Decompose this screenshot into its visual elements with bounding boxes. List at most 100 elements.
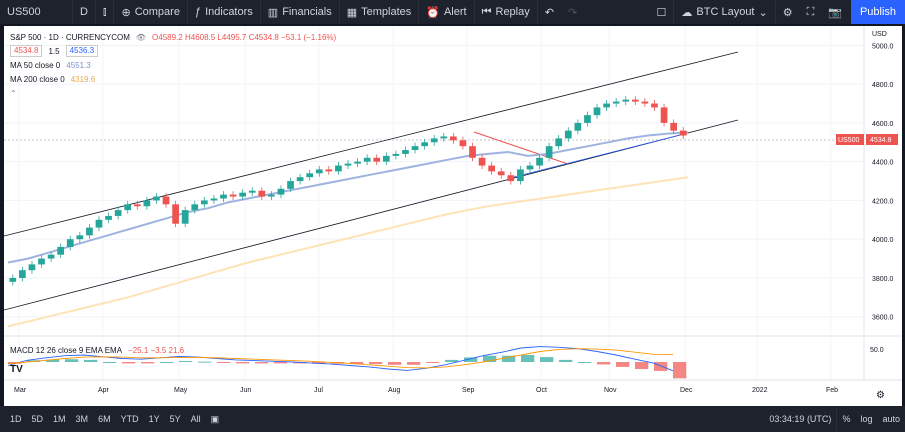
price-tick-label: 4800.0 [872,82,894,89]
macd-histogram-bar [445,359,459,362]
price-tick-label: 4400.0 [872,160,894,167]
financials-label: Financials [282,6,332,18]
macd-histogram-bar [578,362,592,363]
macd-histogram-bar [255,362,269,364]
financials-button[interactable]: ▥ Financials [261,0,339,24]
divider [418,0,420,24]
chart-legend: S&P 500 · 1D · CURRENCYCOM 👁 O4589.2 H46… [10,30,336,100]
templates-button[interactable]: ▦ Templates [340,0,419,24]
candle-body [133,204,141,207]
candle-body [631,99,639,102]
range-button-1y[interactable]: 1Y [148,414,160,424]
macd-histogram-bar [312,362,326,364]
chart-area[interactable]: 5000.0 4800.0 4600.0 4400.0 4200.0 4000.0 3800… [3,26,902,406]
macd-values: −25.1 −3.5 21.6 [128,345,185,355]
publish-button[interactable]: Publish [851,0,905,24]
candle-body [76,235,84,240]
candle-body [239,192,246,197]
candle-body [162,196,170,205]
symbol-search-button[interactable]: US500 [0,0,72,24]
candle-body [114,210,122,216]
candle-body [517,169,524,182]
range-button-5y[interactable]: 5Y [169,414,181,424]
candle-body [258,190,266,197]
alert-button[interactable]: ⏰ Alert [419,0,473,24]
candle-body [363,157,371,162]
replay-button[interactable]: ⏮ Replay [475,0,537,24]
range-button-1m[interactable]: 1M [53,414,66,424]
macd-histogram-bar [103,362,117,363]
time-tick-label: Sep [462,387,475,394]
candle-body [430,138,438,143]
candle-body [248,190,256,193]
candle-body [450,136,457,141]
blue-trendline[interactable] [509,133,685,179]
currency-label[interactable]: USD [872,31,887,38]
fullscreen-button[interactable]: ⛶ [800,0,822,24]
range-button-all[interactable]: All [190,414,201,424]
ma200-legend[interactable]: MA 200 close 0 4319.6 [10,72,336,86]
time-tick-label: Jun [240,387,251,394]
macd-tick-label: 50.0 [870,347,884,354]
compare-button[interactable]: ⊕ Compare [114,0,186,24]
series-title[interactable]: S&P 500 · 1D · CURRENCYCOM [10,32,130,42]
price-chart[interactable]: 5000.0 4800.0 4600.0 4400.0 4200.0 4000.0 3800… [3,26,902,406]
indicators-button[interactable]: ƒ Indicators [188,0,260,24]
ask-box[interactable]: 4536.3 [65,45,99,57]
collapse-legend-button[interactable]: ⌃ [10,86,336,100]
percent-toggle[interactable]: % [842,414,851,424]
chevron-up-icon: ⌃ [10,88,17,98]
candle-body [325,169,333,172]
interval-button[interactable]: D [73,0,95,24]
range-button-ytd[interactable]: YTD [120,414,139,424]
time-tick-label: Mar [14,387,27,394]
divider [113,0,115,24]
range-button-6m[interactable]: 6M [98,414,111,424]
square-icon: ☐ [656,6,667,19]
range-button-3m[interactable]: 3M [75,414,89,424]
candle-body [124,204,132,211]
price-axis[interactable]: 5000.0 4800.0 4600.0 4400.0 4200.0 4000.0 3800… [872,43,894,321]
macd-legend[interactable]: MACD 12 26 close 9 EMA EMA −25.1 −3.5 21… [10,343,184,357]
snapshot-button[interactable]: 📷 [821,0,849,24]
candle-body [9,277,17,282]
gear-icon[interactable]: ⚙ [876,390,885,401]
auto-toggle[interactable]: auto [882,414,900,424]
redo-button[interactable]: ↷ [561,0,584,24]
settings-button[interactable]: ⚙ [776,0,800,24]
price-tick-label: 3800.0 [872,276,894,283]
tradingview-logo: TV [10,364,23,375]
candle-body [38,258,45,265]
clock[interactable]: 03:34:19 (UTC) [769,414,832,424]
spread-value: 1.5 [48,46,60,56]
range-button-5d[interactable]: 5D [31,414,44,424]
expand-icon: ⛶ [806,5,815,18]
candle-body [612,101,620,104]
templates-icon: ▦ [346,6,358,19]
candle-body [181,210,189,224]
candle-body [315,169,323,174]
candle-body [421,142,428,147]
ma50-line [7,131,689,264]
date-range-button[interactable]: ▣ [206,414,225,425]
candle-body [679,130,687,136]
replay-label: Replay [495,6,530,18]
eye-icon[interactable]: 👁 [135,32,147,42]
time-axis[interactable]: Mar Apr May Jun Jul Aug Sep Oct Nov Dec 2022 Feb [14,387,838,394]
chart-type-button[interactable]: ⫾ [96,0,114,24]
layout-label: BTC Layout [696,6,755,18]
range-button-1d[interactable]: 1D [10,414,22,424]
legend-title-row: S&P 500 · 1D · CURRENCYCOM 👁 O4589.2 H46… [10,30,336,44]
candle-body [268,194,275,197]
log-toggle[interactable]: log [860,414,873,424]
ma50-legend[interactable]: MA 50 close 0 4551.3 [10,58,336,72]
undo-button[interactable]: ↶ [538,0,561,24]
candle-body [354,161,361,164]
indicators-label: Indicators [205,6,253,18]
fullscreen-toggle[interactable]: ☐ [650,0,674,24]
layout-button[interactable]: ☁ BTC Layout ⌄ [674,0,774,24]
bid-box[interactable]: 4534.8 [10,45,43,57]
ma50-value: 4551.3 [66,60,91,70]
divider [72,0,73,24]
red-trendline[interactable] [473,131,569,165]
